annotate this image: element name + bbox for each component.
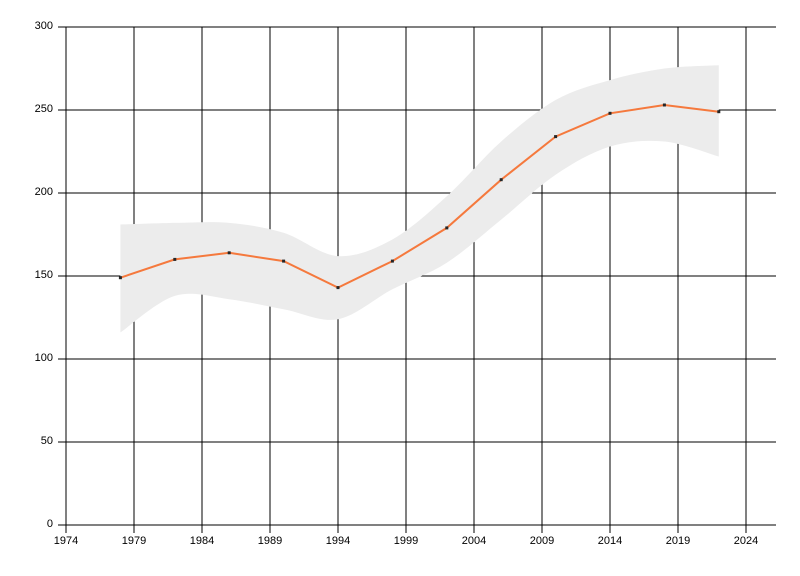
confidence-band (120, 65, 719, 333)
data-point-marker (554, 135, 558, 139)
data-point-marker (445, 226, 449, 230)
data-point-marker (118, 276, 122, 280)
data-point-marker (173, 257, 177, 261)
data-point-marker (282, 259, 286, 263)
data-point-marker (227, 251, 231, 255)
data-point-marker (390, 259, 394, 263)
data-point-marker (608, 111, 612, 115)
data-point-marker (336, 286, 340, 290)
data-point-marker (662, 103, 666, 107)
data-point-marker (717, 110, 721, 114)
series-line (120, 103, 719, 289)
data-point-marker (499, 178, 503, 182)
